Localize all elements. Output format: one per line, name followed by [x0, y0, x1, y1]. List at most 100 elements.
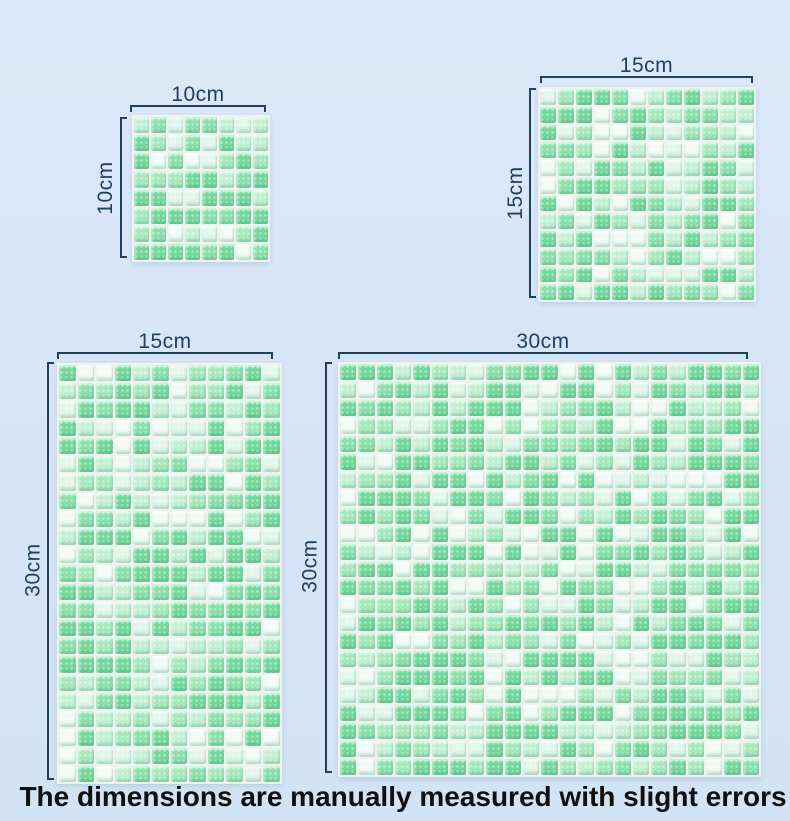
mosaic-chip [431, 489, 448, 506]
mosaic-chip [263, 638, 280, 655]
mosaic-chip [684, 284, 700, 300]
mosaic-chip [358, 687, 375, 704]
mosaic-chip [340, 723, 357, 740]
mosaic-chip [742, 417, 759, 434]
mosaic-chip [219, 225, 234, 242]
mosaic-chip [413, 561, 430, 578]
mosaic-chip [486, 579, 503, 596]
mosaic-chip [632, 723, 650, 740]
mosaic-chip [114, 711, 132, 728]
mosaic-chip [253, 225, 268, 242]
mosaic-chip [207, 456, 225, 473]
mosaic-chip [648, 124, 664, 141]
mosaic-chip [244, 620, 262, 637]
mosaic-chip [706, 364, 723, 380]
mosaic-chip [612, 106, 628, 123]
mosaic-chip [151, 638, 169, 655]
mosaic-chip [77, 601, 95, 619]
mosaic-chip [151, 601, 169, 619]
mosaic-chip [630, 160, 646, 176]
mosaic-chip [540, 195, 556, 212]
mosaic-chip [706, 489, 723, 506]
mosaic-chip [59, 765, 76, 782]
mosaic-chip [577, 417, 595, 434]
mosaic-chip [449, 364, 467, 380]
mosaic-chip [558, 231, 574, 247]
mosaic-chip [253, 135, 268, 152]
mosaic-chip [724, 651, 741, 668]
mosaic-chip [151, 510, 169, 527]
mosaic-chip [114, 528, 132, 546]
mosaic-chip [486, 705, 503, 722]
mosaic-chip [340, 489, 357, 506]
mosaic-chip [226, 601, 243, 619]
mosaic-chip [504, 579, 522, 596]
mosaic-chip [742, 525, 759, 542]
mosaic-chip [594, 177, 610, 194]
mosaic-chip [612, 89, 628, 105]
mosaic-chip [358, 489, 375, 506]
mosaic-chip [413, 399, 430, 416]
mosaic-chip [504, 615, 522, 632]
mosaic-chip [133, 620, 150, 637]
mosaic-chip [504, 723, 522, 740]
mosaic-chip [77, 765, 95, 782]
mosaic-chip [614, 633, 631, 650]
width-dimension-bracket-15x30 [57, 352, 273, 359]
mosaic-chip [114, 401, 132, 418]
mosaic-chip [96, 474, 113, 491]
mosaic-chip [413, 525, 430, 542]
mosaic-chip [596, 561, 613, 578]
mosaic-chip [340, 471, 357, 488]
mosaic-chip [244, 437, 262, 455]
mosaic-chip [504, 687, 522, 704]
mosaic-chip [577, 723, 595, 740]
mosaic-chip [189, 656, 206, 673]
mosaic-chip [541, 364, 558, 380]
mosaic-chip [702, 89, 718, 105]
mosaic-chip [651, 471, 668, 488]
mosaic-chip [724, 687, 741, 704]
mosaic-chip [244, 383, 262, 400]
mosaic-chip [189, 674, 206, 691]
mosaic-chip [133, 510, 150, 527]
mosaic-chip [189, 765, 206, 782]
mosaic-chip [596, 651, 613, 668]
mosaic-chip [486, 489, 503, 506]
mosaic-chip [614, 417, 631, 434]
mosaic-chip [559, 687, 576, 704]
mosaic-chip [413, 615, 430, 632]
mosaic-chip [133, 419, 150, 436]
mosaic-chip [151, 135, 166, 152]
mosaic-chip [632, 615, 650, 632]
mosaic-chip [666, 177, 682, 194]
mosaic-chip [632, 471, 650, 488]
mosaic-chip [486, 615, 503, 632]
mosaic-chip [170, 674, 188, 691]
mosaic-chip [394, 669, 412, 686]
mosaic-chip [594, 142, 610, 158]
mosaic-chip [207, 437, 225, 455]
mosaic-chip [185, 153, 200, 170]
mosaic-chip [648, 248, 664, 265]
mosaic-chip [96, 528, 113, 546]
mosaic-chip [504, 453, 522, 470]
mosaic-chip [376, 561, 393, 578]
mosaic-chip [523, 759, 540, 775]
mosaic-chip [468, 507, 485, 524]
mosaic-chip [134, 153, 149, 170]
mosaic-chip [340, 615, 357, 632]
width-dimension-label-15x15: 15cm [619, 54, 674, 77]
mosaic-chip [168, 135, 183, 152]
mosaic-chip [394, 507, 412, 524]
mosaic-chip [614, 705, 631, 722]
mosaic-chip [151, 747, 169, 764]
mosaic-chip [449, 633, 467, 650]
mosaic-chip [706, 669, 723, 686]
mosaic-chip [77, 711, 95, 728]
mosaic-chip [244, 765, 262, 782]
mosaic-chip [614, 471, 631, 488]
mosaic-chip [559, 759, 576, 775]
mosaic-chip [632, 453, 650, 470]
mosaic-chip [449, 615, 467, 632]
